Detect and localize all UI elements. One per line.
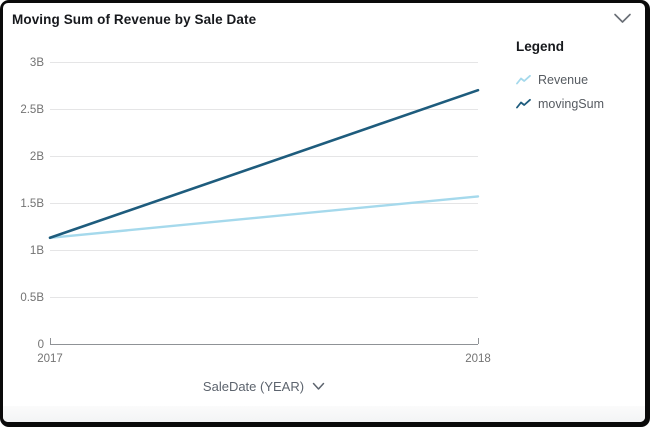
chart-title: Moving Sum of Revenue by Sale Date bbox=[12, 12, 257, 27]
legend-title: Legend bbox=[516, 39, 565, 54]
y-tick-label: 1B bbox=[30, 245, 44, 257]
legend-item-label: movingSum bbox=[538, 97, 604, 111]
legend-item-revenue[interactable]: Revenue bbox=[516, 68, 638, 92]
legend-item-movingsum[interactable]: movingSum bbox=[516, 92, 638, 116]
legend-panel: Legend Revenue movingSum bbox=[516, 39, 638, 116]
movingsum-line[interactable] bbox=[48, 88, 480, 240]
legend-item-label: Revenue bbox=[538, 73, 589, 87]
x-tick-label: 2018 bbox=[465, 353, 491, 365]
y-tick-label: 1.5B bbox=[20, 198, 44, 210]
line-chart-plot: 0 0.5B 1B 1.5B 2B 2.5B 3B 2017 2018 bbox=[20, 57, 491, 365]
y-tick-label: 0.5B bbox=[20, 292, 44, 304]
chevron-down-icon bbox=[614, 13, 631, 23]
card-footer-strip bbox=[3, 406, 645, 422]
chevron-down-icon bbox=[312, 382, 325, 390]
x-tick-label: 2017 bbox=[37, 353, 63, 365]
line-series-icon bbox=[516, 74, 531, 85]
x-axis-title-dropdown[interactable]: SaleDate (YEAR) bbox=[50, 379, 478, 394]
revenue-line[interactable] bbox=[48, 195, 480, 239]
chart-widget-card: Moving Sum of Revenue by Sale Date 0 0.5B… bbox=[3, 3, 645, 422]
line-series-icon bbox=[516, 98, 531, 109]
x-axis-title-label: SaleDate (YEAR) bbox=[202, 379, 305, 394]
widget-menu-button[interactable] bbox=[610, 10, 635, 32]
y-tick-label: 3B bbox=[30, 57, 44, 69]
y-tick-label: 2B bbox=[30, 151, 44, 163]
widget-header: Moving Sum of Revenue by Sale Date bbox=[12, 10, 635, 32]
y-tick-label: 2.5B bbox=[20, 104, 44, 116]
y-tick-label: 0 bbox=[38, 339, 44, 351]
